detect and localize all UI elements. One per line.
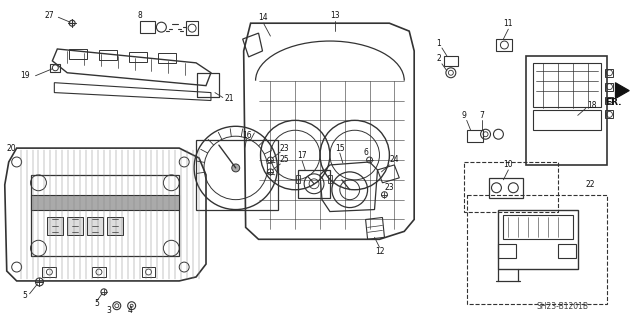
Bar [605, 69, 613, 77]
Text: 5: 5 [22, 291, 27, 300]
Bar [140, 21, 156, 33]
Bar [129, 52, 147, 62]
Bar [31, 195, 179, 210]
Bar [328, 175, 332, 183]
Text: 16: 16 [242, 131, 252, 140]
Bar [51, 64, 60, 72]
Text: 23: 23 [385, 183, 394, 192]
Text: 1: 1 [436, 39, 442, 48]
Bar [42, 267, 56, 277]
Text: 20: 20 [6, 144, 15, 152]
Text: 10: 10 [504, 160, 513, 169]
Bar [31, 175, 179, 256]
Text: 15: 15 [335, 144, 344, 152]
Text: 12: 12 [375, 247, 384, 256]
Text: FR.: FR. [605, 98, 622, 107]
Text: 21: 21 [224, 94, 234, 103]
Bar [605, 97, 613, 105]
Text: 9: 9 [461, 111, 466, 120]
Bar [504, 214, 573, 239]
Text: 23: 23 [280, 144, 289, 152]
Bar [526, 56, 607, 165]
Bar [87, 218, 103, 235]
Bar [92, 267, 106, 277]
Circle shape [232, 164, 240, 172]
Text: SH23-B1201B: SH23-B1201B [537, 302, 589, 311]
Text: 24: 24 [390, 155, 399, 165]
Bar [296, 175, 300, 183]
Polygon shape [616, 83, 629, 99]
Bar [186, 21, 198, 35]
Text: 18: 18 [588, 101, 597, 110]
Text: 7: 7 [479, 111, 484, 120]
Bar [497, 39, 512, 51]
Bar [444, 56, 458, 66]
Text: 27: 27 [45, 11, 54, 20]
Bar [141, 267, 156, 277]
Text: 5: 5 [95, 299, 99, 308]
Bar [467, 130, 483, 142]
Text: 3: 3 [106, 306, 111, 315]
Bar [488, 178, 524, 198]
Bar [467, 195, 607, 304]
Bar [605, 83, 613, 91]
Bar [499, 210, 578, 269]
Text: 14: 14 [259, 13, 268, 22]
Bar [298, 170, 330, 198]
Text: 8: 8 [137, 11, 142, 20]
Bar [107, 218, 123, 235]
Text: 25: 25 [280, 155, 289, 165]
Bar [159, 53, 176, 63]
Bar [47, 218, 63, 235]
Text: 2: 2 [436, 54, 442, 63]
Text: 17: 17 [298, 151, 307, 160]
Text: 4: 4 [127, 306, 132, 315]
Bar [499, 244, 516, 258]
Bar [533, 63, 600, 108]
Text: 19: 19 [20, 71, 29, 80]
Text: 22: 22 [586, 180, 595, 189]
Bar [558, 244, 576, 258]
Bar [99, 50, 116, 60]
Bar [67, 218, 83, 235]
Bar [197, 73, 219, 97]
Text: 11: 11 [504, 19, 513, 28]
Bar [464, 162, 558, 211]
Bar [69, 49, 87, 59]
Text: 6: 6 [363, 148, 368, 157]
Text: 13: 13 [330, 11, 340, 20]
Bar [605, 110, 613, 118]
Bar [533, 110, 600, 130]
